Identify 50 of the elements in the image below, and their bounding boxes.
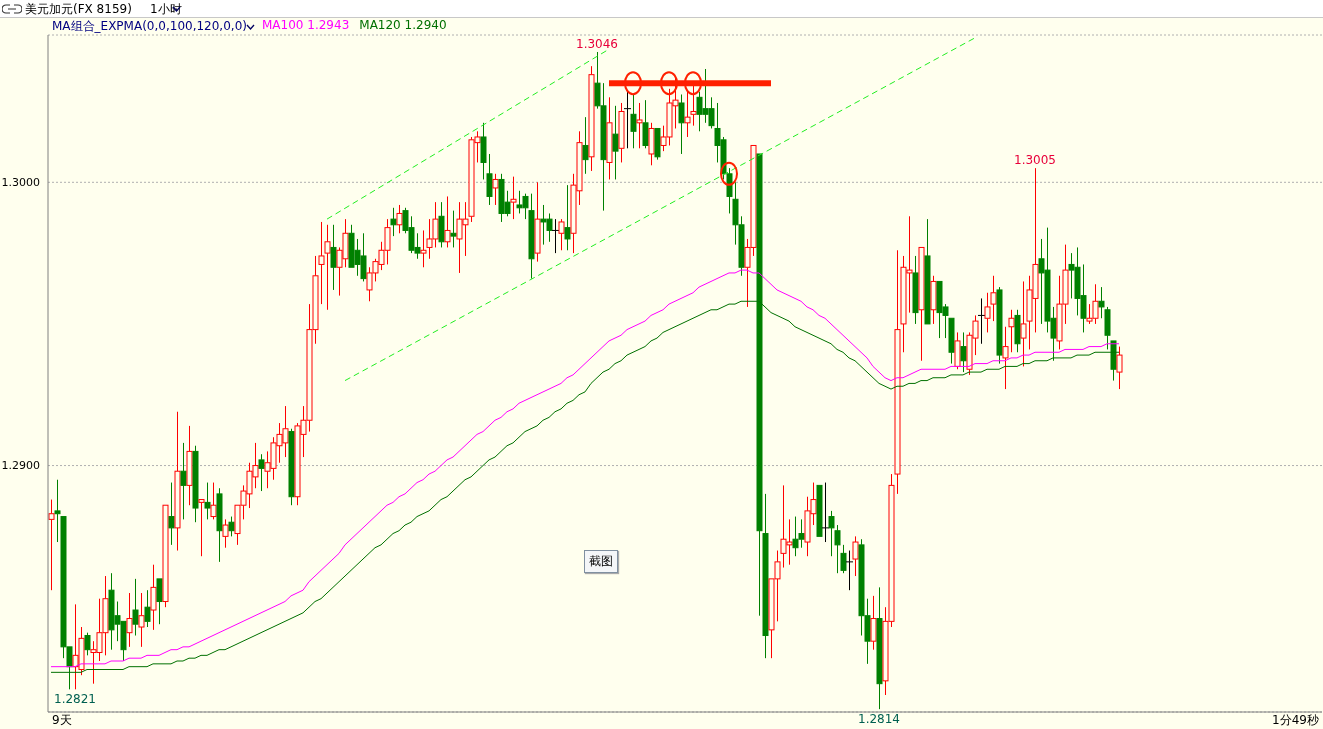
annotation: 1.2814	[858, 711, 900, 726]
candlestick	[960, 331, 967, 373]
candlestick	[510, 176, 517, 220]
candlestick	[1002, 326, 1009, 390]
candlestick	[420, 229, 427, 268]
candlestick	[582, 116, 589, 175]
candlestick	[618, 102, 625, 163]
text: MA120 1.2940	[359, 18, 447, 32]
y-tick-label: 1.3000	[1, 176, 40, 190]
candlestick	[450, 210, 457, 248]
candlestick	[612, 105, 619, 180]
annotation: 1.3005	[1014, 153, 1056, 168]
y-axis-title: MA组合_EXPMA(0,0,100,120,0,0)	[52, 18, 247, 35]
candlestick	[912, 255, 919, 325]
text: 9天	[52, 712, 72, 729]
candlestick	[168, 482, 175, 546]
candlestick	[876, 586, 883, 710]
candlestick	[564, 184, 571, 251]
candlestick	[186, 425, 193, 506]
candlestick	[390, 207, 397, 237]
candlestick	[630, 93, 637, 149]
annotation: 1.2821	[54, 691, 96, 706]
candlestick	[1008, 309, 1015, 353]
candlestick	[486, 153, 493, 206]
candlestick	[870, 595, 877, 651]
candlestick	[180, 442, 187, 520]
annotation: 1.3046	[576, 37, 618, 51]
candlestick	[126, 592, 133, 648]
candlestick	[132, 578, 139, 637]
candlestick	[534, 181, 541, 263]
text: MA100 1.2943	[262, 18, 350, 32]
y-tick-label: 1.2900	[1, 459, 40, 473]
capture-button: 截图	[584, 550, 618, 573]
candlestick	[894, 249, 901, 495]
candlestick	[678, 93, 685, 155]
candlestick	[606, 96, 613, 180]
candlestick	[528, 193, 535, 280]
candlestick	[174, 411, 181, 552]
candlestick	[396, 204, 403, 234]
text: 1分49秒	[1272, 712, 1319, 729]
candlestick	[330, 224, 337, 291]
candlestick	[204, 482, 211, 520]
candlestick	[762, 493, 769, 659]
candlestick	[138, 592, 145, 648]
candlestick	[54, 479, 61, 543]
candlestick	[588, 65, 595, 172]
candlestick	[150, 564, 157, 631]
candlestick	[48, 499, 55, 591]
candlestick	[636, 102, 643, 149]
chart-title: 美元加元(FX 8159)	[25, 1, 132, 18]
